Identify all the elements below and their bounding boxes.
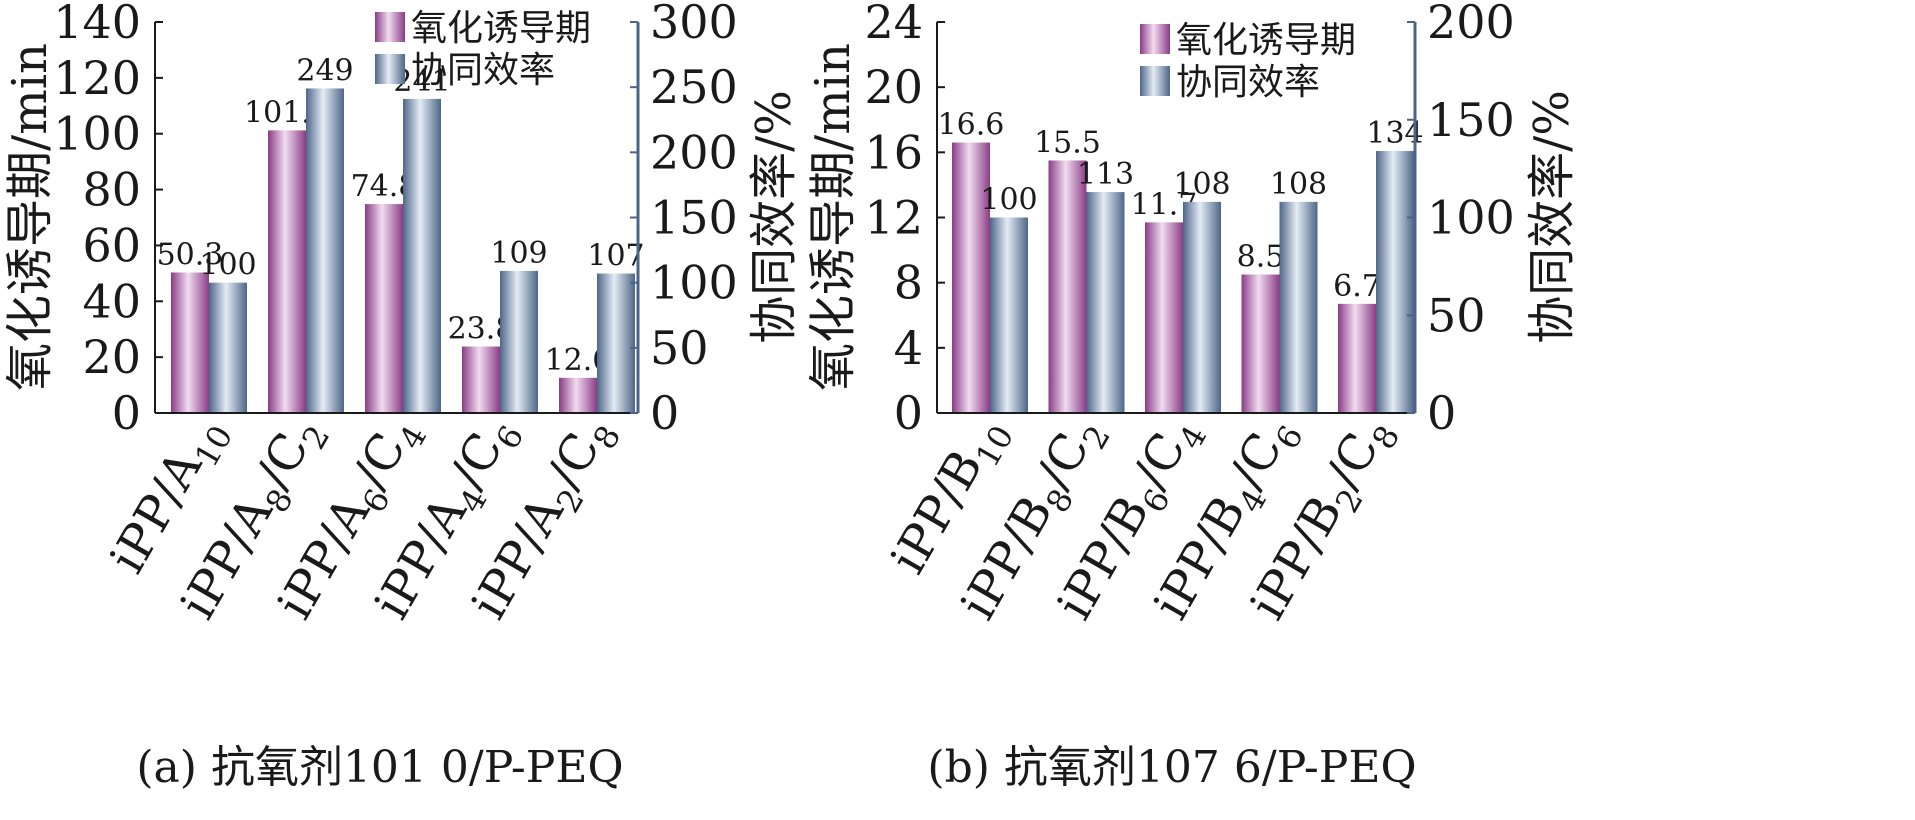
legend-entry: 氧化诱导期 [1176,20,1356,61]
y2-tick-label: 200 [650,125,738,179]
data-label: 6.7 [1333,269,1381,304]
y-tick-label: 120 [53,51,141,105]
data-label: 50.3 [157,238,224,273]
y-tick-label: 12 [864,191,923,245]
legend-entry: 氧化诱导期 [411,8,591,49]
y-axis-title: 氧化诱导期/min [805,43,861,391]
panel-caption: (b) 抗氧剂107 6/P-PEQ [927,742,1416,793]
bar-oit [1048,160,1087,413]
y2-tick-label: 0 [1427,386,1456,440]
data-label: 113 [1077,157,1134,192]
bar-efficiency [306,88,344,413]
y-tick-label: 140 [53,0,141,49]
bar-oit [1338,303,1376,413]
y-tick-label: 24 [864,0,923,49]
y-tick-label: 40 [82,274,141,328]
bar-oit [365,204,403,413]
bar-oit [462,346,500,413]
data-label: 16.6 [938,108,1005,143]
y2-tick-label: 100 [1427,191,1515,245]
legend-entry: 协同效率 [1176,62,1320,103]
y2-axis-title: 协同效率/% [746,90,802,344]
bar-efficiency [209,282,247,413]
bar-efficiency [1183,201,1221,413]
y-tick-label: 20 [82,330,141,384]
y2-tick-label: 100 [650,256,738,310]
y2-tick-label: 150 [650,191,738,245]
y-axis-title: 氧化诱导期/min [2,43,58,391]
data-label: 15.5 [1034,125,1101,160]
y-tick-label: 80 [82,163,141,217]
bar-efficiency [1376,151,1414,413]
y-tick-label: 20 [864,60,923,114]
data-label: 8.5 [1237,240,1285,275]
bar-oit [952,142,990,413]
y-tick-label: 16 [864,125,923,179]
data-label: 100 [199,248,256,283]
legend-swatch [375,12,405,42]
data-label: 109 [490,236,547,271]
y2-tick-label: 50 [1427,288,1486,342]
y2-tick-label: 300 [650,0,738,49]
legend-entry: 协同效率 [411,50,555,91]
bar-oit [559,377,597,413]
y2-tick-label: 200 [1427,0,1515,49]
bar-efficiency [1086,192,1125,413]
y2-axis-title: 协同效率/% [1524,90,1580,344]
bar-oit [268,130,306,413]
bar-oit [1241,274,1280,413]
y-tick-label: 0 [112,386,141,440]
y2-tick-label: 0 [650,386,679,440]
data-label: 108 [1270,167,1327,202]
bar-efficiency [403,98,441,413]
bar-efficiency [597,273,635,413]
bar-oit [1145,222,1183,413]
bar-efficiency [990,217,1028,413]
data-label: 108 [1173,167,1230,202]
y-tick-label: 0 [894,386,923,440]
y2-tick-label: 150 [1427,93,1515,147]
panel-caption: (a) 抗氧剂101 0/P-PEQ [136,742,623,793]
y2-tick-label: 50 [650,321,709,375]
bar-efficiency [1279,201,1318,413]
bar-efficiency [500,270,538,413]
data-label: 249 [296,53,353,88]
y-tick-label: 60 [82,218,141,272]
data-label: 100 [980,183,1037,218]
y-tick-label: 100 [53,107,141,161]
y2-tick-label: 250 [650,60,738,114]
y-tick-label: 8 [894,256,923,310]
legend-swatch [375,54,405,84]
bar-oit [171,272,209,413]
y-tick-label: 4 [894,321,923,375]
legend-swatch [1140,24,1170,54]
legend-swatch [1140,66,1170,96]
data-label: 107 [587,239,644,274]
